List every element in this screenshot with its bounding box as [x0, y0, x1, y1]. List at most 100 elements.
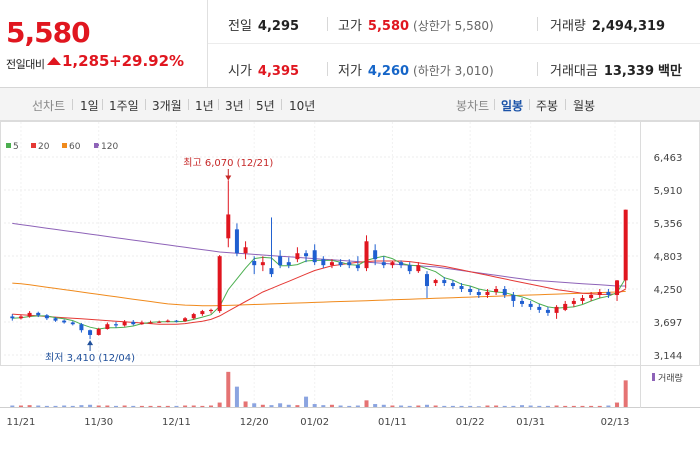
candle-body [165, 320, 170, 322]
candle-body [252, 260, 257, 266]
open-price: 시가 4,395 [228, 60, 299, 79]
candle-body [269, 268, 274, 275]
divider [537, 17, 538, 31]
candle-body [226, 214, 231, 239]
candle-body [424, 274, 429, 287]
change-amount: 1,285 [47, 52, 109, 70]
volume-bar [217, 402, 222, 407]
legend-ma120: 120 [94, 142, 118, 152]
quote-summary-panel: 5,580 전일대비 1,285 +29.92% 전일 4,295 고가 5,580… [0, 0, 700, 88]
tab-divider [218, 99, 219, 110]
candle-body [10, 316, 15, 319]
volume-bar [62, 405, 67, 407]
volume: 거래량 2,494,319 [550, 15, 665, 34]
tab-line-chart[interactable]: 선차트 [32, 99, 66, 113]
candle-body [390, 262, 395, 266]
candle-body [183, 318, 188, 322]
candle-body [148, 322, 153, 324]
candle-body [174, 320, 179, 322]
up-arrow-icon [47, 57, 61, 65]
volume-bar [286, 404, 291, 407]
y-tick-label: 5,356 [654, 219, 683, 230]
volume-bar [260, 404, 265, 407]
candle-body [217, 256, 222, 312]
tab-period-1y[interactable]: 1년 [195, 99, 214, 113]
candle-body [200, 311, 205, 315]
tab-divider [249, 99, 250, 110]
tab-period-5y[interactable]: 5년 [256, 99, 275, 113]
x-tick-label: 12/20 [240, 417, 269, 428]
trade-amount-label: 거래대금 [550, 64, 598, 79]
volume-bar [589, 405, 594, 407]
tab-divider [565, 99, 566, 110]
tab-period-3y[interactable]: 3년 [225, 99, 244, 113]
volume-bar [494, 405, 499, 407]
candle-body [528, 303, 533, 307]
tab-period-10y[interactable]: 10년 [289, 99, 316, 113]
tab-period-1d[interactable]: 1일 [80, 99, 99, 113]
volume-bar [554, 405, 559, 407]
candle-body [113, 324, 118, 326]
prev-close-value: 4,295 [257, 19, 300, 34]
tab-period-1w[interactable]: 1주일 [109, 99, 139, 113]
volume-bar [450, 405, 455, 407]
candle-body [520, 300, 525, 304]
candle-body [589, 294, 594, 298]
volume-bar [407, 405, 412, 407]
volume-bar [511, 405, 516, 407]
candle-body [416, 265, 421, 272]
candle-body [278, 256, 283, 266]
x-tick-label: 01/02 [300, 417, 329, 428]
candle-body [36, 312, 41, 316]
volume-bar [278, 403, 283, 407]
candle-body [105, 324, 110, 329]
candle-body [96, 328, 101, 335]
low-price: 저가 4,260 (하한가 3,010) [338, 60, 494, 79]
candle-body [494, 289, 499, 293]
tab-weekly[interactable]: 주봉 [536, 99, 559, 113]
x-tick-label: 11/30 [84, 417, 113, 428]
tab-daily[interactable]: 일봉 [501, 99, 524, 113]
candle-body [381, 262, 386, 266]
tab-period-3m[interactable]: 3개월 [152, 99, 182, 113]
candle-body [597, 292, 602, 295]
candle-body [191, 314, 196, 319]
candle-body [623, 209, 628, 281]
volume-bar [312, 404, 317, 407]
open-value: 4,395 [257, 64, 300, 79]
volume-bar [243, 401, 248, 407]
candle-body [476, 292, 481, 295]
legend-ma5: 5 [6, 142, 19, 152]
volume-bar [131, 405, 136, 407]
candle-body [295, 253, 300, 260]
volume-bar [36, 405, 41, 407]
low-arrow-head [87, 340, 94, 346]
y-tick-label: 3,144 [654, 351, 683, 362]
volume-legend-swatch [652, 373, 655, 381]
legend-swatch [6, 143, 11, 148]
volume-bar [18, 405, 23, 407]
candle-body [157, 321, 162, 323]
volume-bar [390, 405, 395, 407]
volume-bar [304, 396, 309, 407]
volume-bar [113, 405, 118, 407]
tab-monthly[interactable]: 월봉 [573, 99, 596, 113]
volume-bar [502, 405, 507, 407]
volume-bar [606, 405, 611, 407]
tab-divider [281, 99, 282, 110]
volume-bar [615, 402, 620, 407]
volume-bar [234, 386, 239, 407]
volume-bar [200, 405, 205, 407]
upper-limit-note: (상한가 5,580) [413, 19, 494, 33]
x-tick-label: 01/31 [516, 417, 545, 428]
volume-bar [520, 405, 525, 407]
trade-amount: 거래대금 13,339 백만 [550, 60, 682, 79]
tab-divider [102, 99, 103, 110]
candle-body [329, 262, 334, 266]
tab-candle-chart[interactable]: 봉차트 [456, 99, 490, 113]
change-percent: +29.92% [109, 52, 185, 70]
legend-ma60: 60 [62, 142, 80, 152]
legend-ma120-label: 120 [101, 142, 119, 152]
tab-divider [145, 99, 146, 110]
